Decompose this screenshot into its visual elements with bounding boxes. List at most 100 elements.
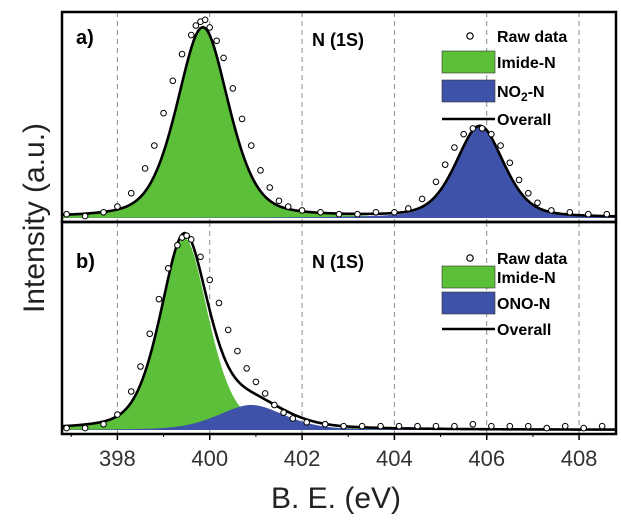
raw-point — [160, 109, 167, 117]
legend-a-no2-swatch — [441, 79, 496, 103]
legend-a-raw-marker-icon — [466, 32, 474, 40]
x-axis-label: B. E. (eV) — [271, 482, 401, 515]
raw-point — [280, 409, 287, 416]
panel-a: a) N (1S) Raw data Imide-N NO2-N Overall — [60, 10, 618, 224]
raw-point — [197, 253, 204, 261]
raw-point — [340, 422, 347, 430]
raw-point — [580, 424, 587, 432]
legend-b-ono-label: ONO-N — [497, 296, 550, 313]
legend-b-imide-swatch — [441, 265, 496, 289]
raw-point — [561, 422, 569, 430]
x-tick-label: 398 — [99, 446, 136, 471]
raw-point — [395, 422, 403, 430]
legend-b-overall-label: Overall — [497, 322, 551, 339]
raw-point — [506, 159, 514, 167]
raw-point — [183, 232, 190, 239]
x-tick-label: 406 — [468, 446, 505, 471]
raw-point — [220, 54, 227, 62]
raw-point — [469, 420, 477, 428]
panel-b-overall-curve — [61, 231, 617, 431]
raw-point — [432, 422, 440, 430]
raw-point — [585, 210, 592, 218]
legend-b-ono-swatch — [441, 291, 496, 315]
raw-point — [497, 142, 504, 149]
raw-point — [238, 115, 246, 123]
raw-point — [317, 208, 324, 216]
panel-a-legend: Raw data Imide-N NO2-N Overall — [441, 29, 567, 129]
raw-point — [229, 85, 237, 92]
raw-point — [451, 144, 458, 151]
x-tick-label: 400 — [191, 446, 228, 471]
raw-point — [303, 419, 310, 426]
raw-point — [243, 365, 250, 372]
raw-point — [114, 411, 121, 418]
raw-point — [206, 24, 214, 31]
x-axis-ticks: 398 400 402 404 406 408 — [70, 434, 598, 471]
raw-point — [469, 125, 477, 132]
legend-a-imide-swatch — [441, 50, 496, 74]
panel-b-fills — [62, 237, 616, 430]
raw-point — [127, 388, 135, 395]
raw-point — [534, 199, 541, 207]
raw-point — [164, 265, 172, 272]
raw-point — [506, 422, 514, 430]
raw-point — [213, 37, 220, 45]
raw-point — [127, 189, 135, 197]
fill-imide-n — [62, 237, 616, 430]
raw-point — [478, 125, 486, 132]
raw-point — [488, 422, 495, 430]
raw-point — [146, 330, 154, 338]
raw-point — [548, 207, 555, 214]
raw-point — [224, 326, 232, 334]
raw-point — [566, 208, 574, 216]
raw-point — [187, 31, 195, 39]
x-tick-label: 402 — [284, 446, 321, 471]
raw-point — [271, 401, 278, 409]
raw-point — [543, 424, 551, 432]
raw-point — [432, 178, 440, 186]
raw-point — [178, 50, 186, 58]
raw-point — [524, 189, 532, 197]
raw-point — [141, 165, 149, 172]
raw-point — [247, 142, 255, 149]
raw-point — [284, 203, 292, 210]
raw-point — [414, 422, 421, 430]
raw-point — [81, 424, 89, 432]
raw-point — [155, 295, 163, 303]
raw-point — [266, 184, 274, 191]
raw-point — [151, 142, 158, 149]
panel-b-label: b) — [76, 251, 95, 273]
legend-a-overall-label: Overall — [497, 112, 551, 129]
panel-a-label: a) — [76, 27, 94, 49]
raw-point — [335, 210, 343, 218]
raw-point — [169, 77, 177, 85]
panel-b: b) N (1S) Raw data Imide-N ONO-N Overall — [60, 220, 618, 436]
raw-point — [234, 347, 241, 355]
raw-point — [354, 210, 361, 218]
y-axis-label: Intensity (a.u.) — [18, 123, 51, 313]
raw-point — [391, 208, 398, 216]
panel-a-raw-points — [63, 16, 611, 220]
raw-point — [63, 424, 70, 432]
raw-point — [372, 208, 380, 216]
raw-point — [100, 208, 107, 216]
raw-point — [460, 130, 467, 138]
fill-no2-n — [62, 126, 616, 218]
legend-a-raw-label: Raw data — [497, 29, 567, 46]
raw-point — [275, 197, 283, 205]
raw-point — [257, 167, 264, 174]
raw-point — [215, 299, 223, 307]
raw-point — [289, 415, 297, 422]
raw-point — [174, 241, 181, 249]
x-tick-label: 404 — [376, 446, 413, 471]
overall-line — [61, 231, 617, 431]
x-tick-label: 408 — [561, 446, 598, 471]
raw-point — [298, 207, 306, 214]
legend-b-raw-marker-icon — [466, 254, 474, 262]
raw-point — [404, 205, 412, 212]
fill-imide-n — [62, 27, 616, 219]
raw-point — [603, 210, 611, 218]
raw-point — [515, 176, 523, 184]
legend-b-raw-label: Raw data — [497, 251, 567, 268]
